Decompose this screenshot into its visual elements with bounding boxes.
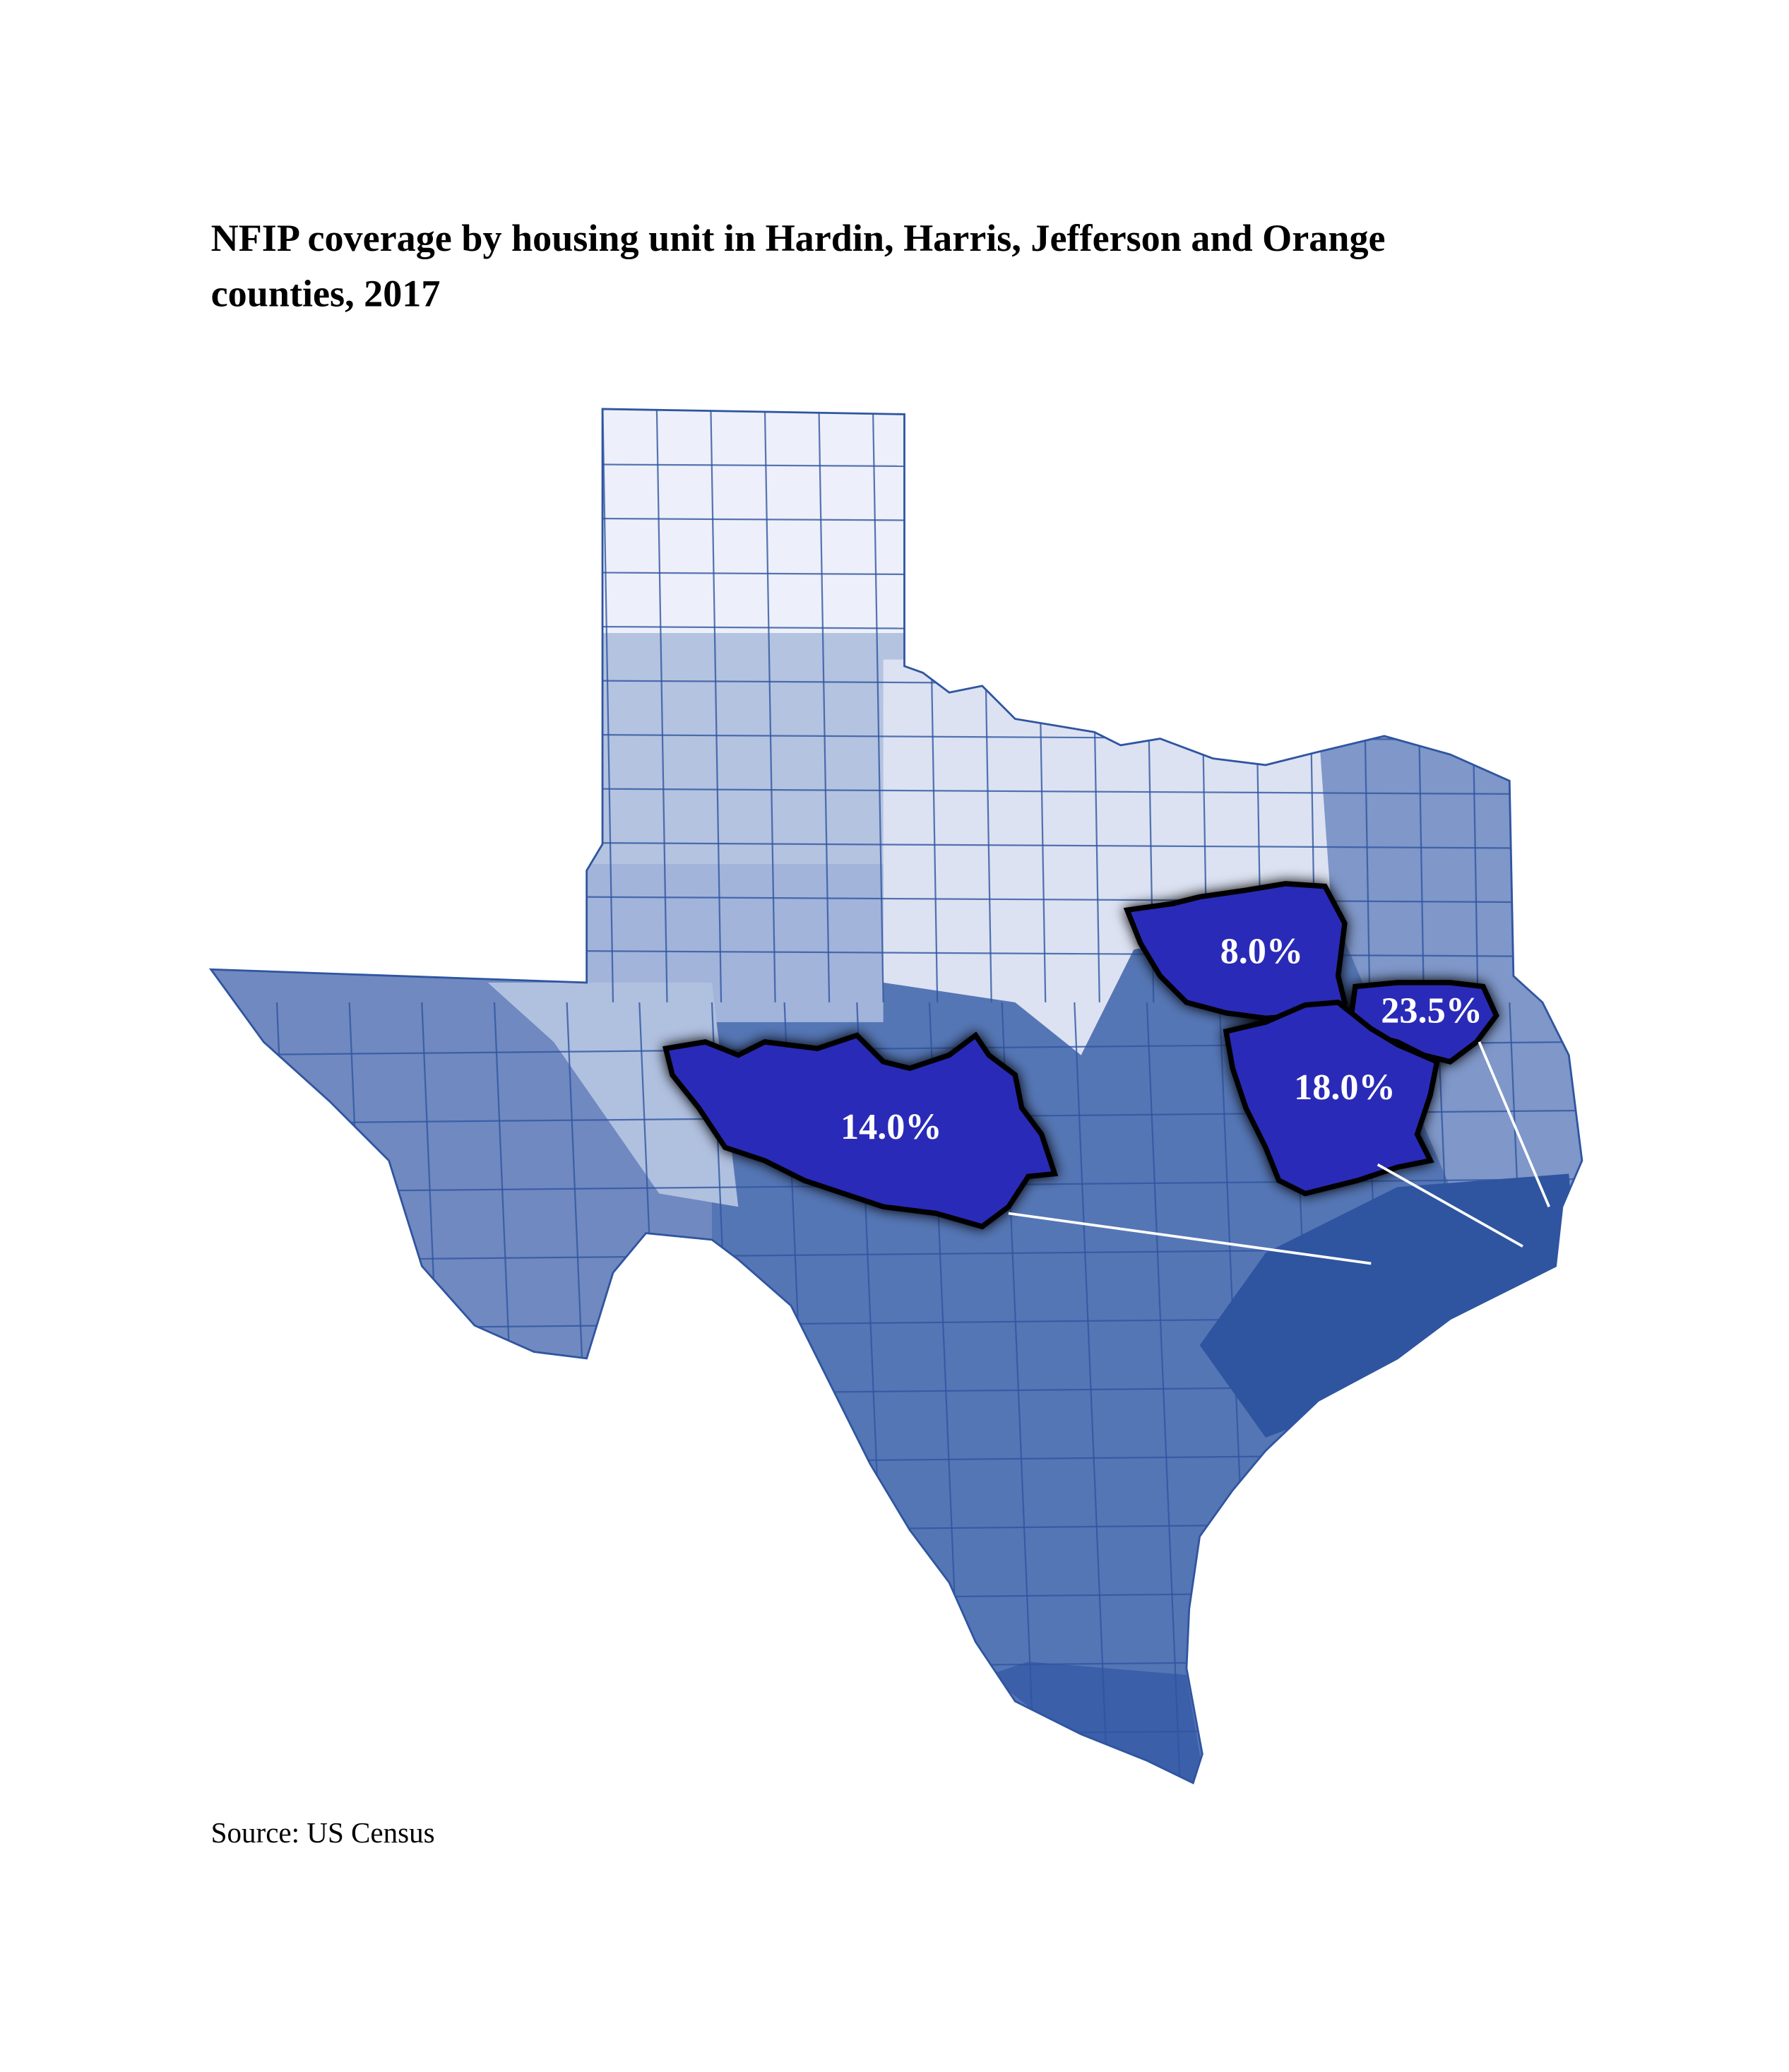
region-trans-pecos-north: [487, 982, 739, 1207]
county-line: [580, 949, 1516, 957]
source-note: Source: US Census: [211, 1816, 435, 1849]
county-line: [655, 408, 668, 1002]
county-line: [601, 408, 614, 1002]
title-line: counties, 2017: [211, 272, 441, 314]
callout-label: 23.5%: [1381, 990, 1482, 1031]
county-jefferson: [1223, 1000, 1440, 1197]
region-coast: [1199, 1173, 1582, 1438]
county-line: [210, 1521, 1582, 1537]
county-line: [275, 1002, 311, 1781]
county-line: [580, 896, 1516, 904]
leader-line: [1478, 1041, 1550, 1207]
region-valley: [988, 1662, 1206, 1783]
county-hardin: [1123, 881, 1348, 1022]
county-line: [818, 408, 831, 1002]
leader-line: [1008, 1212, 1372, 1265]
county-line: [210, 1727, 1582, 1742]
title-line: NFIP coverage by housing unit in Hardin,…: [211, 217, 1386, 259]
chart-title: NFIP coverage by housing unit in Hardin,…: [211, 217, 1395, 314]
callout-label: 14.0%: [840, 1106, 942, 1147]
county-line: [580, 841, 1516, 849]
region-panhandle-south: [580, 633, 910, 871]
county-line: [872, 408, 884, 1002]
leader-lines: [1008, 1041, 1550, 1265]
highlighted-counties: [662, 881, 1499, 1230]
county-harris: [662, 1031, 1059, 1230]
leader-line: [1377, 1163, 1523, 1248]
county-line: [763, 408, 776, 1002]
county-line: [1581, 1002, 1582, 1781]
region-panhandle-north: [580, 408, 910, 634]
county-line: [1074, 1002, 1109, 1781]
county-line: [580, 788, 1516, 795]
county-line: [210, 1589, 1582, 1605]
county-line: [210, 1658, 1582, 1674]
county-line: [210, 1246, 1582, 1262]
county-line: [709, 408, 723, 1002]
callout-label: 18.0%: [1294, 1067, 1396, 1108]
callout-label: 8.0%: [1220, 931, 1304, 972]
county-line: [1146, 1002, 1181, 1781]
